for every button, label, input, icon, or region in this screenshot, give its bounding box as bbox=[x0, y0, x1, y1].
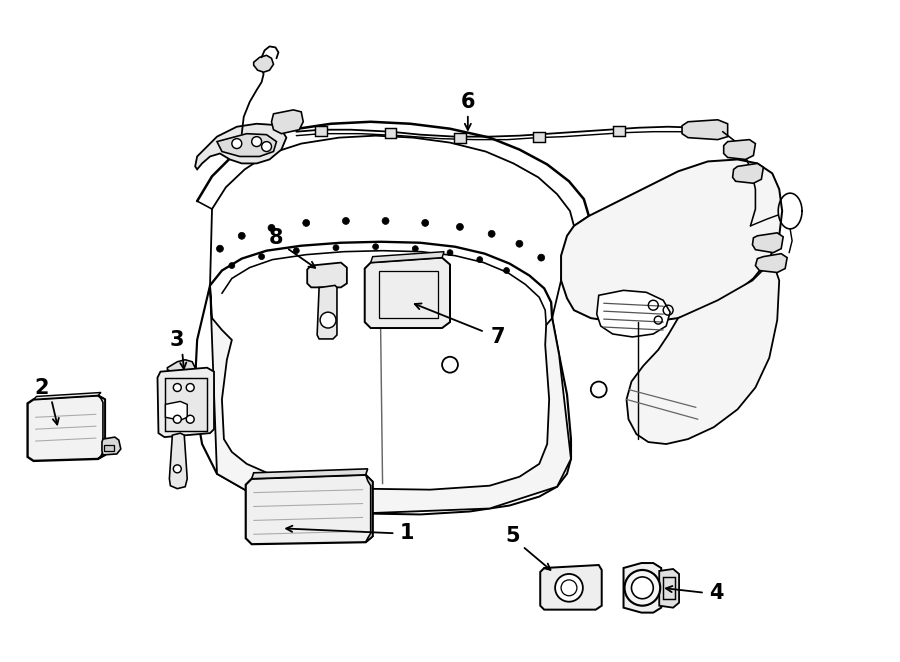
Polygon shape bbox=[733, 164, 763, 183]
Polygon shape bbox=[597, 291, 670, 337]
Polygon shape bbox=[98, 395, 105, 459]
Circle shape bbox=[333, 245, 339, 251]
Polygon shape bbox=[28, 395, 105, 461]
Circle shape bbox=[186, 415, 194, 423]
Polygon shape bbox=[102, 437, 121, 455]
Polygon shape bbox=[724, 140, 755, 160]
Bar bbox=[315, 126, 327, 136]
Text: 5: 5 bbox=[505, 526, 520, 546]
Bar bbox=[454, 132, 466, 142]
Bar bbox=[379, 271, 438, 318]
Polygon shape bbox=[246, 475, 373, 544]
Circle shape bbox=[447, 250, 453, 256]
Circle shape bbox=[229, 263, 235, 269]
Circle shape bbox=[477, 257, 482, 263]
Polygon shape bbox=[166, 401, 187, 420]
Polygon shape bbox=[624, 563, 662, 612]
Circle shape bbox=[373, 244, 379, 250]
Circle shape bbox=[342, 217, 349, 224]
Circle shape bbox=[268, 224, 275, 231]
Text: 8: 8 bbox=[269, 228, 284, 248]
Text: 2: 2 bbox=[34, 377, 49, 397]
Text: 1: 1 bbox=[400, 523, 415, 544]
Text: 3: 3 bbox=[170, 330, 184, 350]
Bar bbox=[104, 445, 113, 451]
Polygon shape bbox=[272, 110, 303, 134]
Circle shape bbox=[422, 219, 428, 226]
Polygon shape bbox=[365, 475, 373, 542]
Circle shape bbox=[516, 240, 523, 247]
Circle shape bbox=[262, 142, 272, 152]
Circle shape bbox=[412, 246, 418, 252]
Polygon shape bbox=[752, 233, 783, 253]
Polygon shape bbox=[167, 359, 195, 375]
Circle shape bbox=[174, 383, 181, 391]
Polygon shape bbox=[210, 285, 571, 514]
Polygon shape bbox=[307, 263, 346, 287]
Polygon shape bbox=[364, 258, 450, 328]
Polygon shape bbox=[158, 367, 214, 437]
Circle shape bbox=[488, 230, 495, 237]
Bar bbox=[613, 126, 625, 136]
Polygon shape bbox=[252, 469, 368, 479]
Polygon shape bbox=[254, 56, 274, 72]
Circle shape bbox=[302, 219, 310, 226]
Polygon shape bbox=[755, 254, 788, 273]
Bar bbox=[663, 577, 675, 598]
Text: 7: 7 bbox=[491, 327, 505, 347]
Circle shape bbox=[293, 248, 300, 254]
Polygon shape bbox=[561, 160, 782, 322]
Polygon shape bbox=[195, 124, 286, 169]
Polygon shape bbox=[682, 120, 728, 140]
Polygon shape bbox=[169, 433, 187, 489]
Circle shape bbox=[382, 217, 389, 224]
Polygon shape bbox=[371, 252, 444, 263]
Text: 4: 4 bbox=[709, 583, 724, 603]
Polygon shape bbox=[217, 134, 276, 156]
Circle shape bbox=[174, 465, 181, 473]
Polygon shape bbox=[626, 261, 779, 444]
Circle shape bbox=[456, 223, 464, 230]
Circle shape bbox=[561, 580, 577, 596]
Polygon shape bbox=[659, 569, 680, 608]
Circle shape bbox=[252, 136, 262, 146]
Circle shape bbox=[258, 254, 265, 260]
Circle shape bbox=[538, 254, 544, 261]
Circle shape bbox=[555, 574, 583, 602]
Circle shape bbox=[320, 312, 336, 328]
Bar bbox=[384, 128, 397, 138]
Polygon shape bbox=[317, 285, 337, 339]
Circle shape bbox=[625, 570, 661, 606]
Polygon shape bbox=[33, 393, 101, 399]
Circle shape bbox=[503, 267, 509, 273]
Bar bbox=[166, 377, 207, 431]
Circle shape bbox=[217, 245, 223, 252]
Circle shape bbox=[174, 415, 181, 423]
Polygon shape bbox=[540, 565, 602, 610]
Circle shape bbox=[232, 138, 242, 148]
Circle shape bbox=[186, 383, 194, 391]
Bar bbox=[534, 132, 545, 142]
Circle shape bbox=[238, 232, 245, 239]
Text: 6: 6 bbox=[461, 92, 475, 112]
Circle shape bbox=[632, 577, 653, 598]
